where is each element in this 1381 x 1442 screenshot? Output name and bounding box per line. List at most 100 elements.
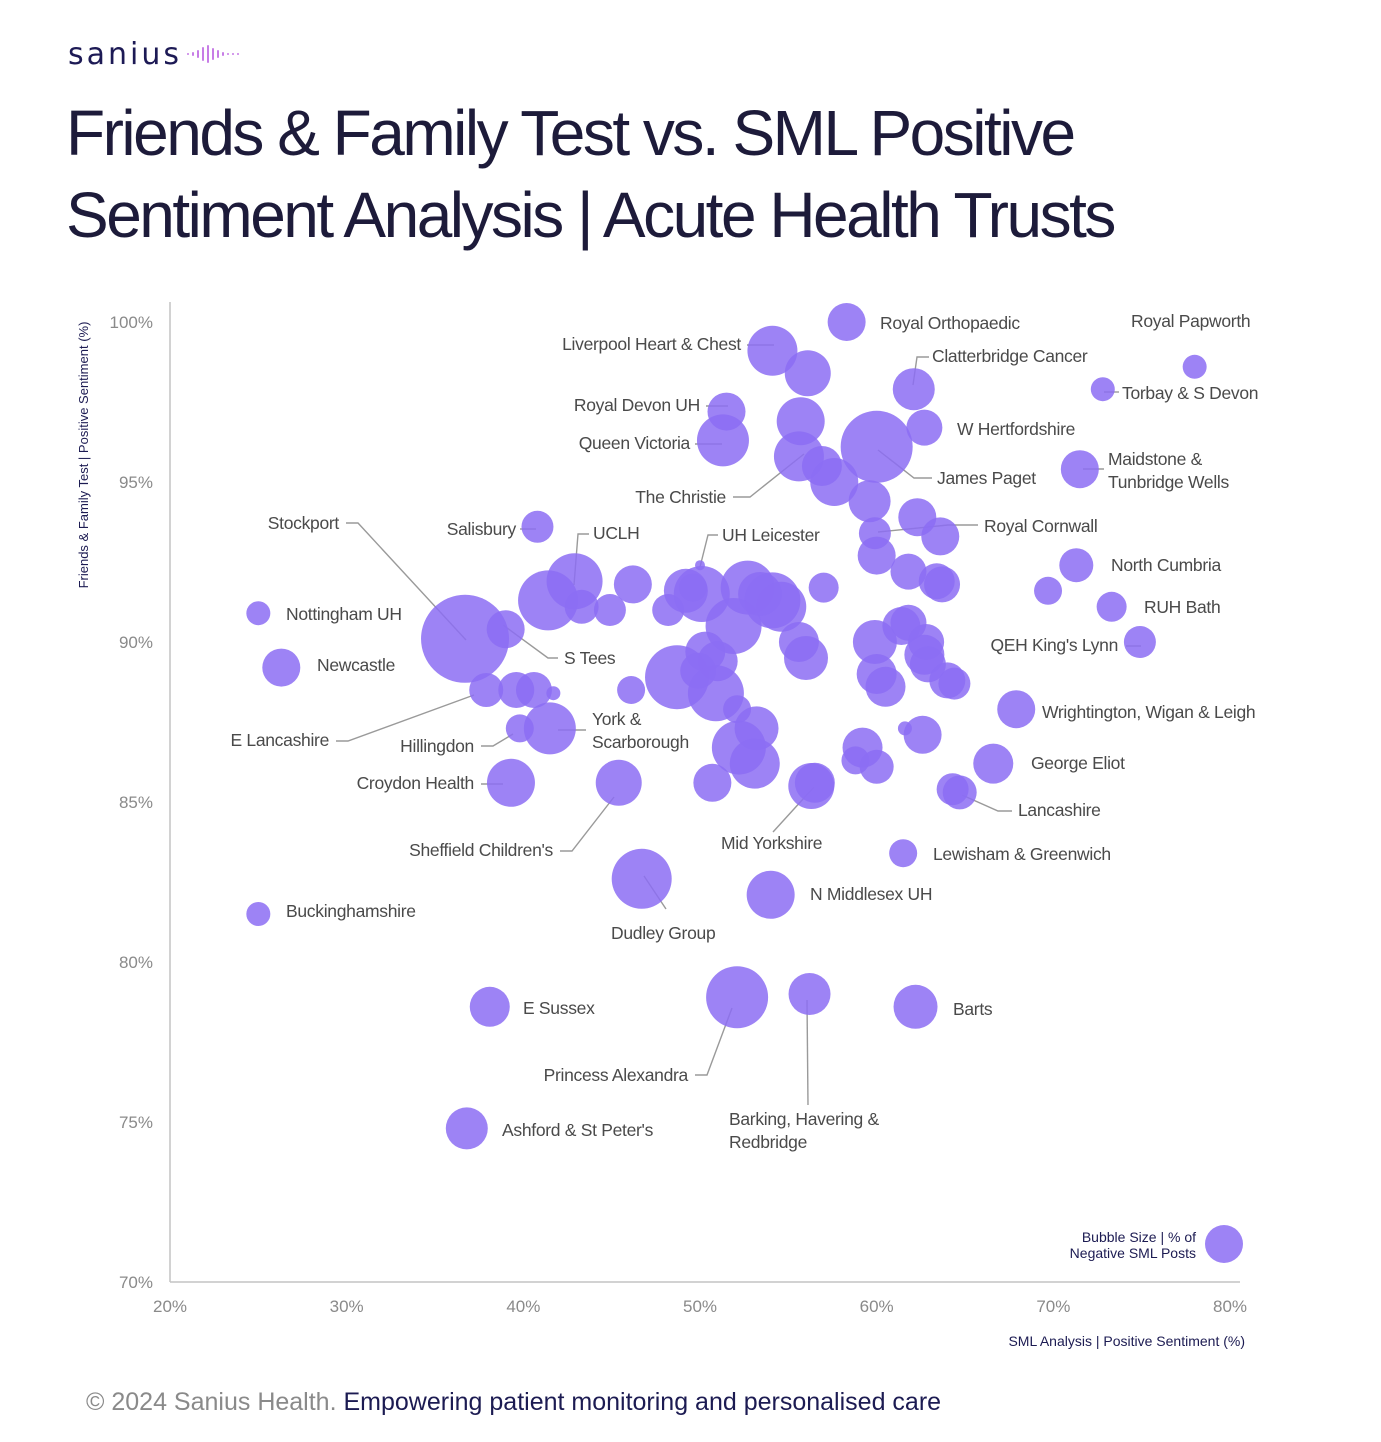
label-sheffield-children-s: Sheffield Children's [409, 840, 553, 860]
bubble-princess-alexandra [706, 966, 769, 1029]
bubble-e-sussex [469, 986, 510, 1027]
bubble-unlabeled-12 [808, 572, 839, 603]
label-york-scarborough: York & Scarborough [592, 709, 689, 752]
bubble-unlabeled-56 [903, 715, 942, 754]
bubble-torbay-s-devon [1090, 377, 1115, 402]
x-tick-label: 30% [330, 1297, 364, 1316]
label-lancashire: Lancashire [1018, 800, 1101, 820]
label-stockport: Stockport [268, 513, 340, 533]
label-ruh-bath: RUH Bath [1144, 597, 1220, 617]
chart-title: Friends & Family Test vs. SML Positive S… [66, 92, 1316, 256]
label-royal-papworth: Royal Papworth [1131, 311, 1250, 331]
bubble-ashford-st-peter-s [445, 1107, 488, 1150]
bubble-unlabeled-5 [848, 480, 891, 523]
bubble-unlabeled-13 [1034, 576, 1063, 605]
bubble-lewisham-greenwich [889, 839, 918, 868]
leader-hillingdon [481, 733, 514, 747]
bubble-clatterbridge-cancer [892, 368, 935, 411]
bubble-unlabeled-25 [756, 581, 807, 632]
bubble-unlabeled-51 [729, 738, 780, 789]
bubble-dudley-group [611, 848, 672, 909]
x-tick-label: 70% [1036, 1297, 1070, 1316]
bubble-newcastle [262, 648, 301, 687]
bubble-maidstone-tunbridge-wells [1060, 450, 1099, 489]
bubble-unlabeled-36 [865, 666, 906, 707]
y-tick-label: 70% [119, 1273, 153, 1292]
logo-signal-icon [187, 45, 240, 63]
bubble-york-scarborough [523, 702, 576, 755]
label-barking-havering-redbridge: Barking, Havering & Redbridge [729, 1109, 880, 1152]
label-barts: Barts [953, 999, 993, 1019]
y-axis-label: Friends & Family Test | Positive Sentime… [76, 322, 91, 589]
x-tick-label: 80% [1213, 1297, 1247, 1316]
bubble-royal-cornwall [921, 517, 960, 556]
bubble-barts [893, 984, 938, 1029]
bubble-unlabeled-33 [784, 636, 828, 680]
bubbles [246, 303, 1207, 1150]
label-e-sussex: E Sussex [523, 998, 595, 1018]
label-n-middlesex-uh: N Middlesex UH [810, 884, 932, 904]
leader-stockport [346, 522, 467, 641]
y-tick-label: 85% [119, 793, 153, 812]
y-tick-label: 80% [119, 953, 153, 972]
y-tick-label: 90% [119, 633, 153, 652]
bubble-royal-orthopaedic [827, 303, 866, 341]
bubble-james-paget [840, 410, 913, 483]
bubble-buckinghamshire [246, 902, 271, 926]
bubble-hillingdon [505, 714, 534, 743]
label-lewisham-greenwich: Lewisham & Greenwich [933, 844, 1111, 864]
title-line-2: Sentiment Analysis | Acute Health Trusts [66, 179, 1116, 251]
bubble-unlabeled-9 [890, 553, 927, 590]
bubble-nottingham-uh [246, 601, 271, 626]
legend-text-line-1: Bubble Size | % of [1082, 1229, 1196, 1245]
bubble-royal-papworth [1182, 354, 1207, 379]
bubble-unlabeled-46 [498, 672, 535, 708]
label-george-eliot: George Eliot [1031, 753, 1125, 773]
label-salisbury: Salisbury [447, 519, 517, 539]
bubble-n-middlesex-uh [746, 870, 795, 919]
bubble-e-lancashire [469, 673, 504, 707]
bubble-the-christie [773, 431, 824, 482]
logo-wordmark: sanius [68, 36, 183, 72]
bubble-salisbury [521, 510, 554, 543]
axes: 20% 30% 40% 50% 60% 70% 80% 70% 75% 80% 85% 90% 95% 1… [76, 302, 1247, 1349]
label-hillingdon: Hillingdon [400, 736, 474, 756]
bubble-labels: Royal Orthopaedic Royal Papworth Liverpool… [230, 311, 1258, 1152]
leader-barking-havering-redbridge [806, 999, 809, 1106]
label-clatterbridge-cancer: Clatterbridge Cancer [932, 346, 1088, 366]
bubble-unlabeled-2 [776, 397, 825, 446]
x-tick-label: 60% [860, 1297, 894, 1316]
label-ashford-st-peter-s: Ashford & St Peter's [502, 1120, 654, 1140]
bubble-chart: 20% 30% 40% 50% 60% 70% 80% 70% 75% 80% 85% 90% 95% 1… [76, 302, 1259, 1349]
leader-e-lancashire [336, 694, 475, 742]
bubble-unlabeled-16 [593, 594, 626, 626]
x-axis-label: SML Analysis | Positive Sentiment (%) [1008, 1333, 1245, 1349]
bubble-lancashire [942, 775, 977, 810]
bubble-uh-leicester [695, 560, 705, 571]
bubble-stockport [421, 594, 510, 683]
label-uh-leicester: UH Leicester [722, 525, 820, 545]
bubble-unlabeled-11 [924, 566, 961, 603]
label-mid-yorkshire: Mid Yorkshire [721, 833, 822, 853]
label-uclh: UCLH [593, 523, 639, 543]
label-buckinghamshire: Buckinghamshire [286, 901, 416, 921]
label-e-lancashire: E Lancashire [230, 730, 329, 750]
bubble-unlabeled-57 [897, 721, 912, 736]
label-qeh-king-s-lynn: QEH King's Lynn [990, 635, 1118, 655]
footer: © 2024 Sanius Health. Empowering patient… [86, 1388, 941, 1417]
x-tick-label: 20% [153, 1297, 187, 1316]
bubble-barking-havering-redbridge [788, 973, 831, 1015]
bubble-north-cumbria [1059, 548, 1094, 583]
leader-sheffield-children-s [560, 796, 615, 852]
bubble-george-eliot [973, 743, 1014, 784]
label-north-cumbria: North Cumbria [1111, 555, 1221, 575]
label-nottingham-uh: Nottingham UH [286, 604, 402, 624]
bubble-unlabeled-47 [546, 686, 561, 701]
x-tick-label: 40% [506, 1297, 540, 1316]
bubble-ruh-bath [1096, 591, 1127, 622]
leader-uh-leicester [699, 534, 718, 568]
bubble-unlabeled-52 [693, 763, 732, 802]
bubble-unlabeled-43 [938, 667, 971, 700]
label-queen-victoria: Queen Victoria [579, 433, 691, 453]
